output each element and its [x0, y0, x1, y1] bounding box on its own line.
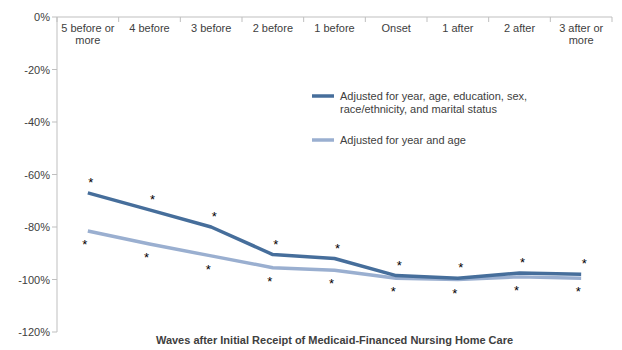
x-tick — [488, 17, 489, 22]
x-tick-label-line: 1 after — [442, 22, 474, 34]
x-tick — [118, 17, 119, 22]
x-tick-label: 5 before ormore — [61, 22, 115, 46]
significance-marker: * — [150, 192, 155, 207]
y-tick — [52, 69, 57, 70]
y-tick-label: -40% — [24, 116, 50, 128]
x-tick-label-line: 2 after — [504, 22, 536, 34]
significance-marker: * — [520, 255, 525, 270]
x-tick — [612, 17, 613, 22]
significance-marker: * — [212, 209, 217, 224]
x-tick — [57, 17, 58, 22]
legend-label-line: Adjusted for year, age, education, sex, — [340, 90, 527, 102]
x-tick-label-line: 4 before — [129, 22, 169, 34]
y-tick — [52, 227, 57, 228]
significance-marker: * — [82, 237, 87, 252]
x-tick-label-line: 2 before — [253, 22, 293, 34]
significance-marker: * — [273, 237, 278, 252]
x-axis — [57, 17, 612, 18]
x-tick-label: 3 before — [191, 22, 231, 34]
x-tick — [550, 17, 551, 22]
series-line — [88, 231, 581, 280]
significance-marker: * — [582, 256, 587, 271]
significance-marker: * — [88, 175, 93, 190]
x-tick-label: 2 before — [253, 22, 293, 34]
y-tick — [52, 174, 57, 175]
significance-marker: * — [514, 283, 519, 298]
legend-swatch — [312, 94, 334, 98]
y-tick-label: -80% — [24, 221, 50, 233]
y-tick — [52, 332, 57, 333]
y-tick-label: -60% — [24, 169, 50, 181]
significance-marker: * — [397, 258, 402, 273]
x-tick-label-line: 3 after or — [559, 22, 603, 34]
significance-marker: * — [329, 276, 334, 291]
x-tick — [365, 17, 366, 22]
significance-marker: * — [335, 241, 340, 256]
x-tick-label-line: more — [75, 34, 100, 46]
x-tick-label-line: 5 before or — [61, 22, 115, 34]
x-tick-label-line: more — [569, 34, 594, 46]
significance-marker: * — [391, 284, 396, 299]
chart: 0%-20%-40%-60%-80%-100%-120%5 before orm… — [0, 0, 622, 350]
y-tick — [52, 122, 57, 123]
y-tick-label: -100% — [18, 274, 50, 286]
y-tick — [52, 17, 57, 18]
x-tick — [242, 17, 243, 22]
x-tick-label-line: 3 before — [191, 22, 231, 34]
x-tick-label: 1 after — [442, 22, 474, 34]
series-line — [88, 193, 581, 278]
y-tick-label: -20% — [24, 64, 50, 76]
legend-swatch — [312, 138, 334, 142]
x-tick-label: 1 before — [314, 22, 354, 34]
legend-label: Adjusted for year, age, education, sex,r… — [340, 90, 527, 115]
significance-marker: * — [206, 262, 211, 277]
legend-label-line: race/ethnicity, and marital status — [340, 103, 497, 115]
plot-area — [88, 193, 581, 280]
x-tick — [427, 17, 428, 22]
x-tick-label: 3 after ormore — [559, 22, 603, 46]
significance-marker: * — [452, 286, 457, 301]
legend-label-line: Adjusted for year and age — [340, 134, 466, 146]
significance-marker: * — [458, 260, 463, 275]
significance-marker: * — [267, 274, 272, 289]
significance-marker: * — [576, 284, 581, 299]
x-axis-title: Waves after Initial Receipt of Medicaid-… — [156, 334, 513, 346]
x-tick-label: 2 after — [504, 22, 536, 34]
x-tick-label-line: Onset — [381, 22, 410, 34]
x-tick-label-line: 1 before — [314, 22, 354, 34]
significance-marker: * — [144, 250, 149, 265]
y-tick-label: 0% — [34, 11, 50, 23]
x-tick-label: 4 before — [129, 22, 169, 34]
x-tick-label: Onset — [381, 22, 410, 34]
x-tick — [303, 17, 304, 22]
y-tick — [52, 279, 57, 280]
y-tick-label: -120% — [18, 326, 50, 338]
legend-label: Adjusted for year and age — [340, 134, 466, 146]
x-tick — [180, 17, 181, 22]
